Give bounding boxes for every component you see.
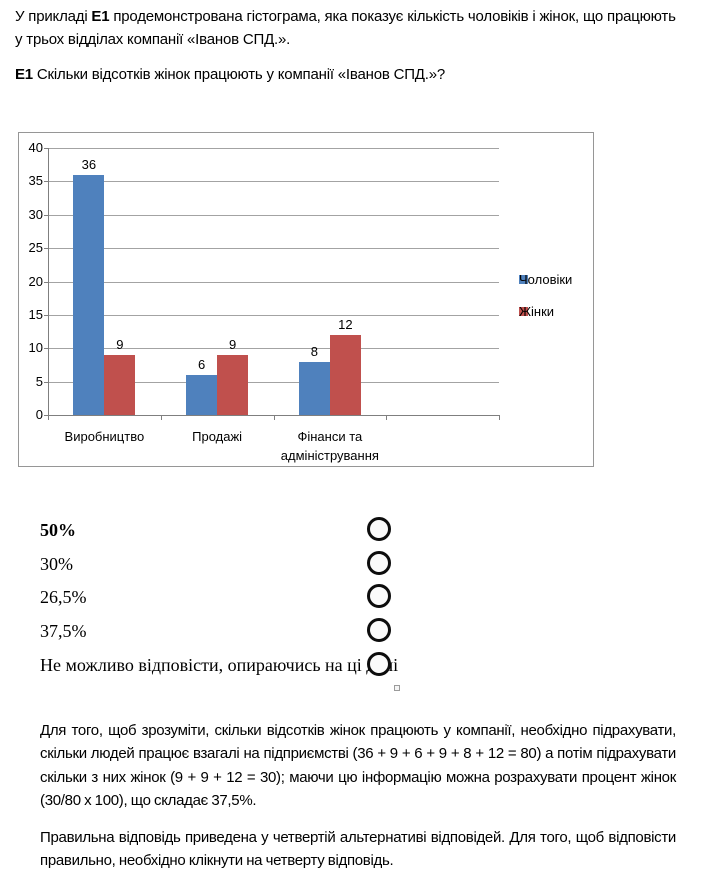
answer-option-5: Не можливо відповісти, опираючись на ці … <box>40 652 400 678</box>
question-line: Е1 Скільки відсотків жінок працюють у ко… <box>15 63 679 86</box>
y-axis-tick <box>44 181 48 183</box>
y-axis-tick <box>44 314 48 316</box>
answer-option-label: 37,5% <box>40 621 87 641</box>
y-axis-tick-label: 25 <box>28 240 43 256</box>
y-axis-tick-label: 10 <box>28 340 43 356</box>
gridline <box>48 214 499 216</box>
x-axis-tick <box>160 415 162 420</box>
example-id-bold: Е1 <box>91 8 110 25</box>
x-axis-tick <box>273 415 275 420</box>
x-axis-tick <box>48 415 49 420</box>
y-axis-tick <box>44 281 48 283</box>
x-axis-category-label: Виробництво <box>64 429 145 444</box>
tiny-square-marker <box>394 685 400 691</box>
gridline <box>48 181 499 183</box>
radio-button[interactable] <box>367 652 391 676</box>
bar-men <box>186 374 218 415</box>
y-axis-tick-label: 15 <box>28 306 43 322</box>
question-id-bold: Е1 <box>15 66 33 83</box>
explanation-paragraph-2: Правильна відповідь приведена у четверті… <box>40 828 676 870</box>
radio-button[interactable] <box>367 551 391 575</box>
gridline <box>48 148 499 149</box>
bar-data-label: 8 <box>310 343 318 359</box>
bar-women <box>104 354 136 415</box>
radio-button[interactable] <box>367 584 391 608</box>
y-axis-tick-label: 20 <box>28 273 43 289</box>
explanation-paragraph-1: Для того, щоб зрозуміти, скільки відсотк… <box>40 722 676 810</box>
y-axis-tick <box>44 214 48 216</box>
x-axis-tick <box>499 415 500 420</box>
radio-button[interactable] <box>367 618 391 642</box>
y-axis-tick <box>44 148 48 149</box>
intro-text-pre: У прикладі <box>15 8 92 25</box>
x-axis-tick <box>386 415 388 420</box>
bar-data-label: 12 <box>338 316 353 332</box>
y-axis-tick-label: 40 <box>28 140 43 155</box>
gridline <box>48 348 499 350</box>
y-axis-tick-label: 5 <box>35 373 43 389</box>
question-text: Скільки відсотків жінок працюють у компа… <box>32 66 446 83</box>
y-axis-tick-label: 35 <box>28 173 43 189</box>
answer-option-1: 50% <box>40 517 400 543</box>
x-axis-category-label: Фінанси та адміністрування <box>280 429 379 463</box>
gridline <box>48 314 499 316</box>
answer-option-4: 37,5% <box>40 618 400 644</box>
radio-button[interactable] <box>367 517 391 541</box>
bar-data-label: 9 <box>116 336 124 352</box>
y-axis-tick-label: 30 <box>28 206 43 222</box>
legend-label: Чоловіки <box>519 272 573 287</box>
intro-paragraph: У прикладі Е1 продемонстрована гістограм… <box>15 5 679 51</box>
x-axis-category-label: Продажі <box>192 429 243 444</box>
y-axis-line <box>48 148 49 415</box>
y-axis-tick <box>44 415 48 416</box>
gridline <box>48 281 499 283</box>
legend-swatch <box>519 275 528 284</box>
y-axis-tick-label: 0 <box>35 407 43 422</box>
y-axis-tick <box>44 248 48 250</box>
answer-option-label: 50% <box>40 520 76 540</box>
bar-women <box>329 334 361 415</box>
bar-women <box>217 354 249 415</box>
answer-option-label: Не можливо відповісти, опираючись на ці … <box>40 655 399 675</box>
bar-data-label: 6 <box>198 356 206 372</box>
answer-option-3: 26,5% <box>40 584 400 610</box>
bar-data-label: 9 <box>229 336 237 352</box>
answer-option-label: 30% <box>40 554 73 574</box>
bar-data-label: 36 <box>81 156 97 172</box>
legend-entry: Чоловіки <box>519 272 572 287</box>
gridline <box>48 381 499 383</box>
intro-text-post: продемонстрована гістограма, яка показує… <box>15 8 676 48</box>
bar-men <box>298 361 330 415</box>
answer-option-label: 26,5% <box>40 587 87 607</box>
y-axis-tick <box>44 381 48 383</box>
answer-option-2: 30% <box>40 551 400 577</box>
legend-label: Жінки <box>519 304 555 319</box>
bar-men <box>73 174 105 415</box>
gridline <box>48 248 499 250</box>
bar-chart: 0 5 10 15 20 25 30 35 40 36 9 Виробництво 6 9 Продажі 8… <box>18 132 594 467</box>
explanation-block: Для того, щоб зрозуміти, скільки відсотк… <box>40 719 676 879</box>
legend-swatch <box>519 307 528 316</box>
y-axis-tick <box>44 348 48 350</box>
legend-entry: Жінки <box>519 304 554 319</box>
